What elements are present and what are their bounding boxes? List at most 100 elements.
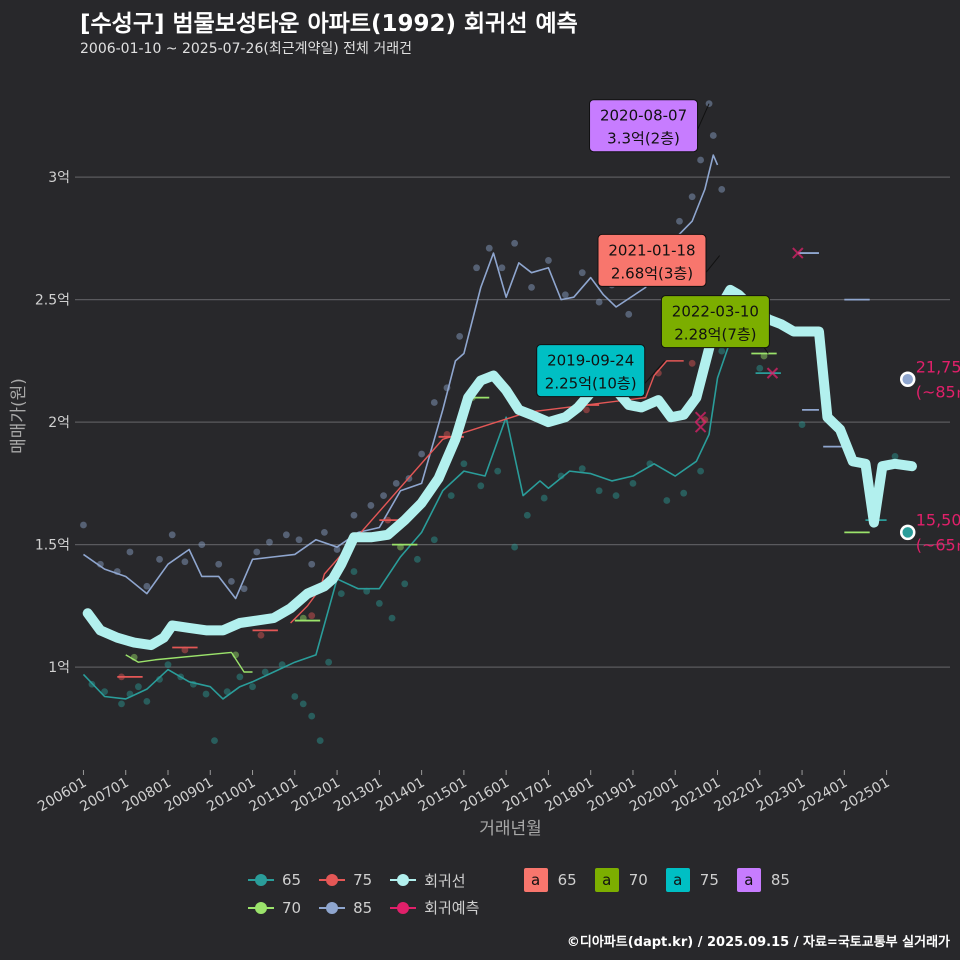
forecast-x-marker <box>792 247 804 259</box>
legend-box-70: a 70 <box>594 868 648 892</box>
scatter-point <box>654 369 662 377</box>
scatter-point <box>202 690 210 698</box>
scatter-point <box>545 257 552 264</box>
scatter-point <box>663 497 671 504</box>
scatter-point <box>511 543 519 551</box>
scatter-point <box>460 460 468 468</box>
scatter-point <box>278 661 286 669</box>
scatter-point <box>215 560 223 568</box>
scatter-point <box>413 555 421 563</box>
forecast-area-label: (~65㎡) <box>916 535 960 554</box>
legend-dot <box>397 901 410 914</box>
y-tick-label: 1억 <box>48 660 70 676</box>
scatter-point <box>282 531 290 539</box>
forecast-point <box>899 371 916 388</box>
annotation-date: 2022-03-10 <box>672 303 759 321</box>
legend-dot <box>326 901 339 914</box>
scatter-point <box>756 364 764 372</box>
scatter-point <box>718 347 726 355</box>
scatter-point <box>676 217 683 225</box>
scatter-point <box>625 310 633 318</box>
y-tick-label: 3억 <box>48 170 70 186</box>
scatter-point <box>291 693 299 700</box>
scatter-point <box>561 291 569 299</box>
legend-box-glyph: a <box>523 868 548 892</box>
forecast-x-marker <box>766 367 779 379</box>
y-tick-label: 2.5억 <box>35 293 70 309</box>
scatter-point <box>266 538 273 546</box>
scatter-point <box>523 511 531 519</box>
annotation-price: 2.28억(7층) <box>674 326 756 344</box>
scatter-point <box>261 668 269 676</box>
annotation-price: 3.3억(2층) <box>607 130 680 148</box>
series-line-70 <box>125 651 253 673</box>
scatter-point <box>135 683 142 691</box>
scatter-point <box>688 193 696 201</box>
scatter-point <box>392 479 400 487</box>
scatter-point <box>295 536 303 544</box>
annotation-date: 2019-09-24 <box>547 352 634 370</box>
scatter-point <box>680 489 688 497</box>
scatter-point <box>798 421 806 428</box>
scatter-point <box>143 582 151 590</box>
chart-subtitle: 2006-01-10 ~ 2025-07-26(최근계약일) 전체 거래건 <box>80 41 412 57</box>
scatter-point <box>164 661 172 669</box>
scatter-point <box>485 244 493 252</box>
forecast-value-label: 15,500 <box>916 510 960 529</box>
legend-box-glyph: a <box>736 868 761 892</box>
scatter-point <box>299 700 307 708</box>
y-tick-label: 2억 <box>48 415 70 431</box>
legend-label: 70 <box>282 898 302 917</box>
legend-box-label: 85 <box>770 871 790 889</box>
scatter-point <box>211 737 218 745</box>
scatter-point <box>456 332 464 340</box>
legend-box-glyph: a <box>665 868 690 892</box>
forecast-area-label: (~85㎡) <box>916 382 960 401</box>
scatter-point <box>126 548 134 556</box>
legend-box-75: a 75 <box>665 868 719 892</box>
scatter-point <box>891 453 899 460</box>
legend-box-label: 70 <box>628 871 648 889</box>
annotation-box <box>536 344 646 398</box>
series-line-85 <box>82 154 719 600</box>
forecast-point <box>899 524 916 541</box>
scatter-point <box>718 185 726 193</box>
legend-label: 65 <box>282 871 302 889</box>
scatter-point <box>337 590 345 598</box>
scatter-point <box>511 239 519 247</box>
chart-title: [수성구] 범물보성타운 아파트(1992) 회귀선 예측 <box>80 11 578 37</box>
scatter-point <box>595 487 603 495</box>
scatter-point <box>557 472 565 480</box>
scatter-point <box>156 675 163 683</box>
annotation-date: 2020-08-07 <box>600 107 687 125</box>
x-tick-label: 202501 <box>838 775 892 816</box>
scatter-point <box>583 406 590 414</box>
scatter-point <box>236 673 244 681</box>
annotation-date: 2021-01-18 <box>608 241 695 259</box>
scatter-point <box>143 698 151 705</box>
legend-label: 85 <box>353 898 373 917</box>
scatter-point <box>688 359 696 367</box>
scatter-point <box>418 450 426 458</box>
scatter-point <box>316 737 324 745</box>
scatter-point <box>181 558 189 566</box>
scatter-point <box>228 577 235 585</box>
annotation-box <box>589 99 699 153</box>
scatter-point <box>198 541 206 549</box>
x-axis-title: 거래년월 <box>479 819 542 839</box>
scatter-point <box>629 479 637 487</box>
scatter-point <box>249 683 256 691</box>
scatter-point <box>308 712 316 720</box>
scatter-point <box>498 264 506 272</box>
legend-box-glyph: a <box>594 868 619 892</box>
scatter-point <box>380 492 387 500</box>
scatter-point <box>494 467 502 475</box>
y-tick-label: 1.5억 <box>35 538 70 554</box>
legend-box-85: a 85 <box>736 868 790 892</box>
series-line-65 <box>82 341 731 700</box>
scatter-point <box>401 580 409 588</box>
y-axis-title: 매매가(원) <box>9 378 29 454</box>
legend-item-65: 65 <box>248 871 301 889</box>
scatter-point <box>430 536 438 544</box>
